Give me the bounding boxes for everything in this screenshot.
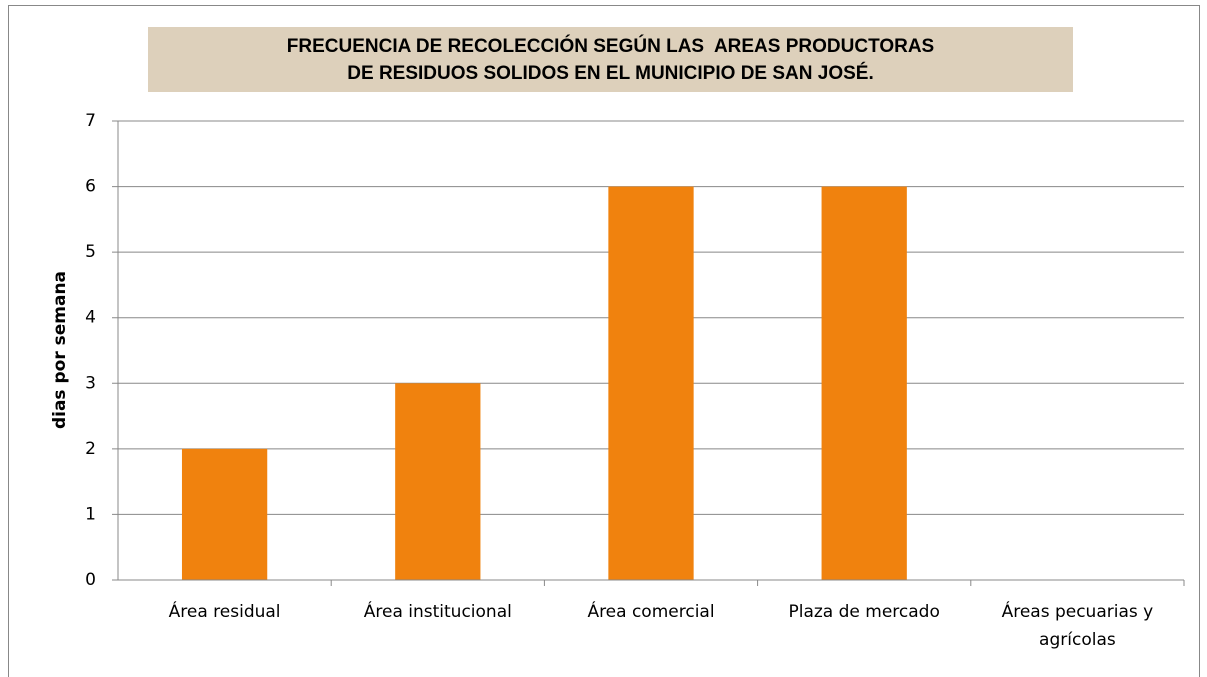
title-line: DE RESIDUOS SOLIDOS EN EL MUNICIPIO DE S… <box>347 63 874 84</box>
x-tick-label: Área residual <box>168 602 281 622</box>
y-axis-label: dias por semana <box>50 271 70 429</box>
x-tick-label: Área comercial <box>587 602 715 622</box>
bar <box>608 186 694 581</box>
bar <box>395 383 481 580</box>
chart-title: FRECUENCIA DE RECOLECCIÓN SEGÚN LAS AREA… <box>148 27 1073 92</box>
y-tick-label: 7 <box>85 111 96 131</box>
bar <box>821 186 907 581</box>
chart-frame <box>8 5 1200 677</box>
y-tick-label: 6 <box>85 177 96 197</box>
y-tick-label: 1 <box>85 504 96 524</box>
y-tick-label: 3 <box>85 373 96 393</box>
x-tick-label: Áreas pecuarias y agrícolas <box>1001 602 1154 650</box>
y-tick-label: 5 <box>85 242 96 262</box>
bar <box>181 448 268 580</box>
title-line: FRECUENCIA DE RECOLECCIÓN SEGÚN LAS AREA… <box>286 36 935 57</box>
y-tick-label: 0 <box>85 570 96 590</box>
x-tick-label: Área institucional <box>363 602 512 622</box>
y-tick-label: 2 <box>85 439 96 459</box>
x-tick-label: Plaza de mercado <box>788 602 940 622</box>
y-tick-label: 4 <box>85 308 96 328</box>
